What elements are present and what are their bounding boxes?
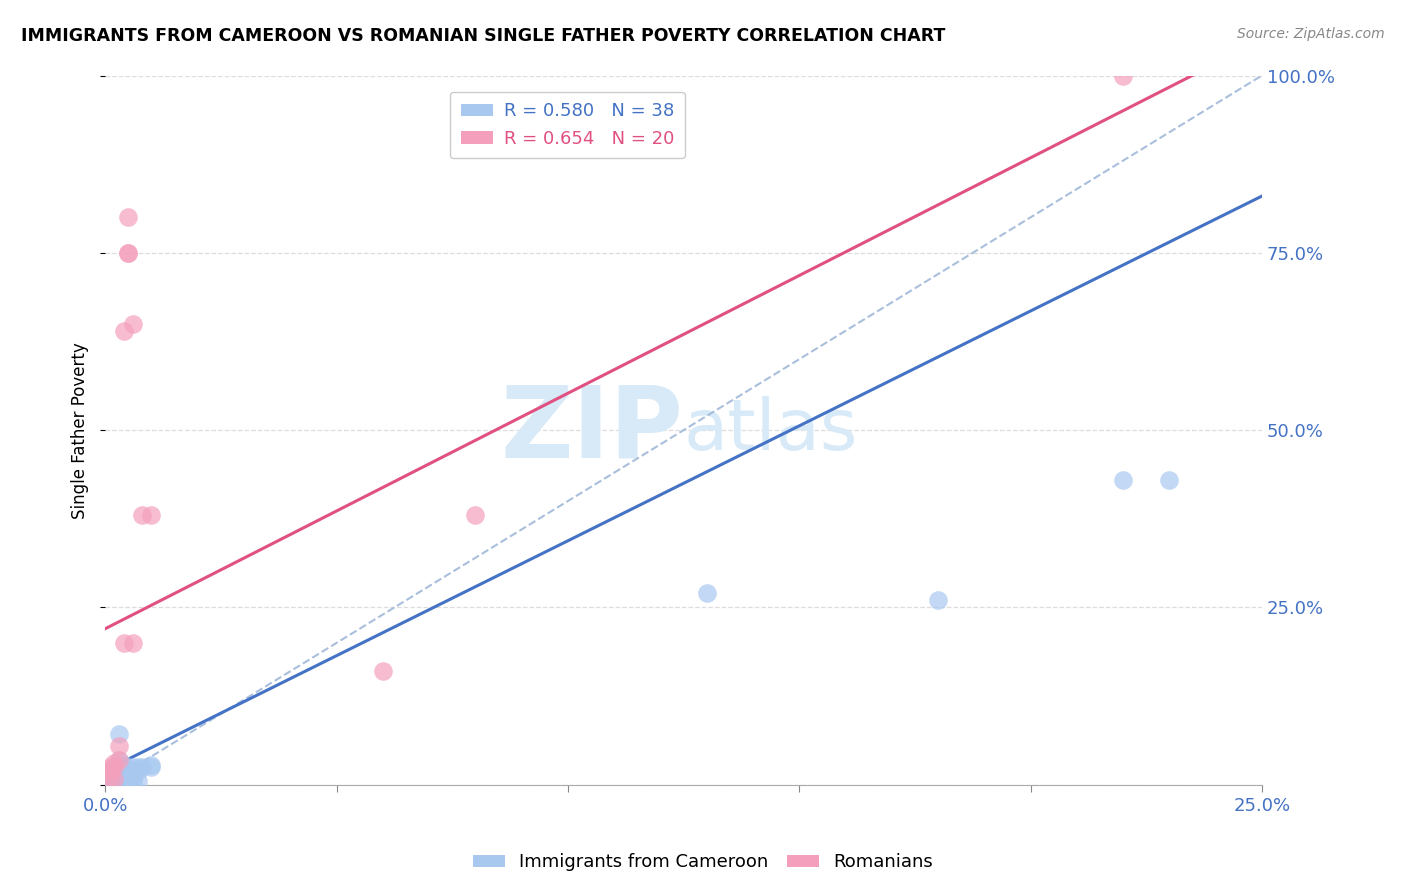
Point (122, 771, 145, 785)
Point (1159, 473, 1181, 487)
Point (127, 760, 149, 774)
Point (131, 508, 153, 523)
Point (108, 775, 131, 789)
Text: IMMIGRANTS FROM CAMEROON VS ROMANIAN SINGLE FATHER POVERTY CORRELATION CHART: IMMIGRANTS FROM CAMEROON VS ROMANIAN SIN… (21, 27, 945, 45)
Point (117, 245, 139, 260)
Point (103, 760, 125, 774)
Text: atlas: atlas (683, 396, 858, 465)
Point (112, 758, 135, 772)
Point (98, 771, 121, 785)
Point (103, 764, 125, 778)
Point (112, 775, 135, 789)
Point (122, 760, 145, 774)
Point (1112, 473, 1135, 487)
Point (122, 636, 145, 650)
Point (696, 586, 718, 600)
Point (117, 769, 139, 783)
Point (112, 771, 135, 785)
Point (112, 324, 135, 338)
Point (371, 665, 394, 679)
Point (117, 762, 139, 776)
Point (117, 772, 139, 787)
Point (98, 774, 121, 789)
Point (927, 593, 949, 607)
Point (98, 764, 121, 779)
Y-axis label: Single Father Poverty: Single Father Poverty (72, 342, 89, 518)
Point (122, 775, 145, 789)
Point (464, 508, 486, 523)
Point (108, 753, 131, 767)
Point (112, 760, 135, 774)
Point (103, 772, 125, 786)
Point (117, 764, 139, 779)
Point (117, 211, 139, 225)
Text: ZIP: ZIP (501, 382, 683, 479)
Point (108, 764, 131, 779)
Text: Source: ZipAtlas.com: Source: ZipAtlas.com (1237, 27, 1385, 41)
Legend: R = 0.580   N = 38, R = 0.654   N = 20: R = 0.580 N = 38, R = 0.654 N = 20 (450, 92, 685, 159)
Point (141, 508, 163, 523)
Point (112, 764, 135, 778)
Point (108, 753, 131, 767)
Point (98, 771, 121, 785)
Point (103, 767, 125, 781)
Point (112, 636, 135, 650)
Point (117, 245, 139, 260)
Point (1112, 69, 1135, 83)
Point (103, 760, 125, 774)
Point (122, 317, 145, 331)
Point (127, 764, 149, 778)
Legend: Immigrants from Cameroon, Romanians: Immigrants from Cameroon, Romanians (465, 847, 941, 879)
Point (103, 771, 125, 785)
Point (131, 760, 153, 774)
Point (117, 775, 139, 789)
Point (108, 727, 131, 741)
Point (103, 775, 125, 789)
Point (108, 762, 131, 776)
Point (141, 760, 163, 774)
Point (98, 764, 121, 778)
Point (127, 774, 149, 789)
Point (141, 758, 163, 772)
Point (108, 739, 131, 753)
Point (103, 756, 125, 771)
Point (98, 760, 121, 774)
Point (108, 771, 131, 785)
Point (103, 772, 125, 787)
